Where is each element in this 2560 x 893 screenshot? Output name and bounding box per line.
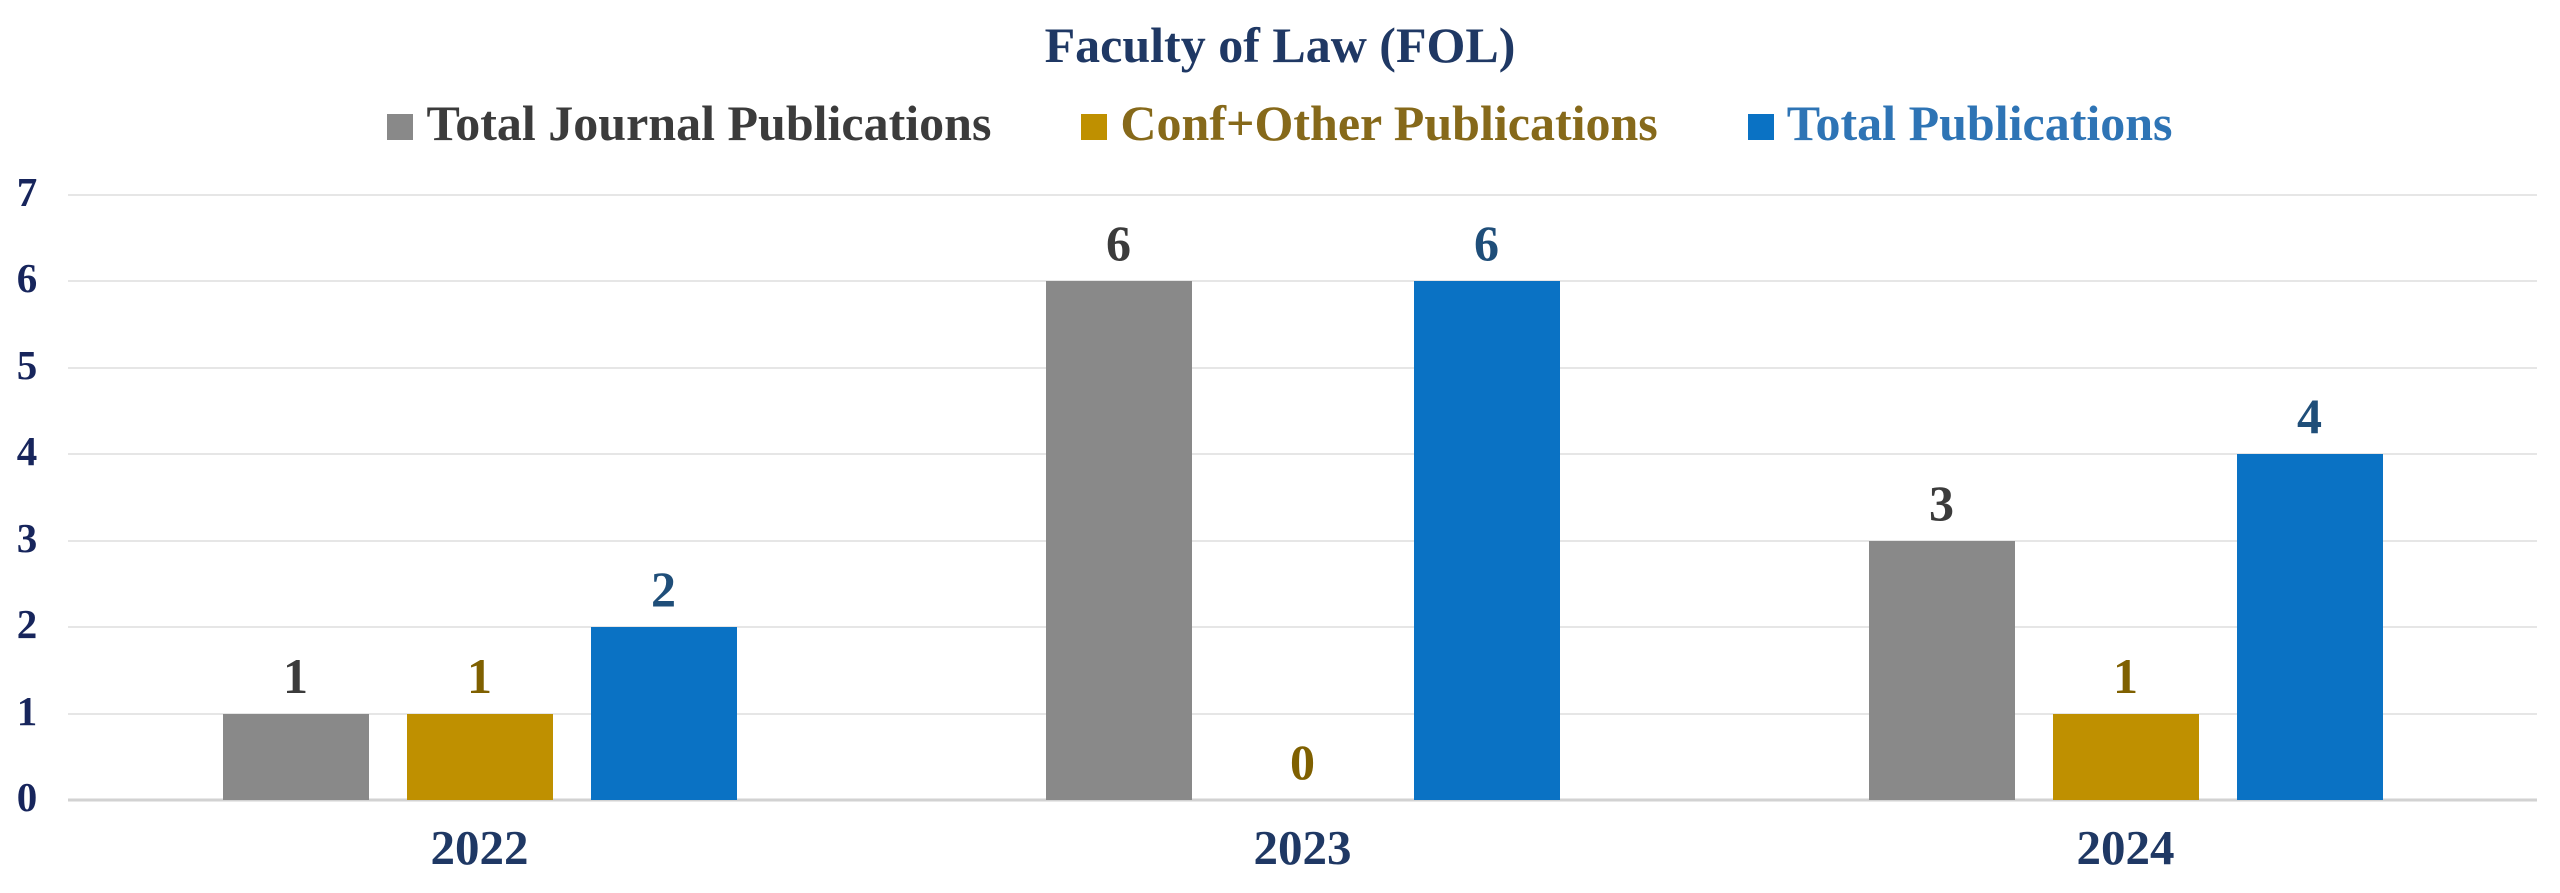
bar-value-label: 0 — [1290, 734, 1315, 790]
y-tick-label-7: 7 — [16, 169, 38, 215]
x-axis-label-2023: 2023 — [1253, 820, 1352, 875]
gridline-4 — [68, 453, 2537, 456]
legend-item-total-journal-publications: Total Journal Publications — [387, 98, 991, 148]
bar-rect-icon — [2052, 713, 2199, 800]
gridline-0 — [68, 798, 2537, 802]
bar-rect-icon — [2236, 454, 2383, 800]
bar-group-2023: 6 0 6 — [891, 195, 1714, 800]
bar-rect-icon — [222, 713, 369, 800]
gridline-3 — [68, 539, 2537, 542]
bar-total-journal-publications-2023: 6 — [1045, 218, 1192, 800]
bar-total-journal-publications-2022: 1 — [222, 651, 369, 800]
bar-conf-other-publications-2022: 1 — [406, 651, 553, 800]
y-tick-label-4: 4 — [16, 428, 38, 475]
x-axis-labels: 2022 2023 2024 — [68, 823, 2537, 872]
bar-value-label: 1 — [283, 647, 308, 704]
bar-total-publications-2023: 6 — [1413, 218, 1560, 800]
gridline-6 — [68, 280, 2537, 283]
chart-title: Faculty of Law (FOL) — [1044, 17, 1516, 73]
legend-label-total-publications: Total Publications — [1786, 95, 2173, 151]
y-axis-labels: 0 1 2 3 4 5 6 7 — [0, 0, 54, 893]
bar-value-label: 1 — [467, 647, 492, 704]
legend-label-conf-other-publications: Conf+Other Publications — [1120, 95, 1658, 151]
bar-total-publications-2024: 4 — [2236, 391, 2383, 800]
x-axis-label-2024: 2024 — [2076, 820, 2175, 875]
gridline-1 — [68, 712, 2537, 715]
bar-value-label: 2 — [651, 561, 676, 618]
bar-rect-icon — [1045, 281, 1192, 800]
y-tick-label-1: 1 — [16, 687, 38, 734]
bar-conf-other-publications-2024: 1 — [2052, 651, 2199, 800]
y-tick-label-6: 6 — [16, 255, 38, 302]
legend-swatch-gold-icon — [1081, 114, 1108, 140]
gridline-5 — [68, 366, 2537, 369]
legend-swatch-gray-icon — [387, 114, 414, 140]
y-tick-label-0: 0 — [16, 774, 38, 820]
legend: Total Journal Publications Conf+Other Pu… — [0, 98, 2560, 148]
bar-rect-icon — [406, 713, 553, 800]
gridlines — [68, 194, 2537, 802]
bar-rect-icon — [1868, 540, 2015, 800]
legend-label-total-journal-publications: Total Journal Publications — [426, 95, 992, 151]
y-tick-label-3: 3 — [16, 514, 38, 561]
gridline-7 — [68, 194, 2537, 196]
bar-value-label: 1 — [2113, 647, 2138, 704]
bar-value-label: 3 — [1929, 474, 1954, 531]
bar-total-publications-2022: 2 — [590, 564, 737, 800]
y-tick-label-2: 2 — [16, 601, 38, 648]
legend-item-conf-other-publications: Conf+Other Publications — [1081, 95, 1658, 151]
bar-rect-icon — [1413, 281, 1560, 800]
gridline-2 — [68, 626, 2537, 629]
bar-total-journal-publications-2024: 3 — [1868, 478, 2015, 800]
bar-value-label: 6 — [1474, 215, 1499, 272]
bar-value-label: 4 — [2297, 388, 2322, 445]
legend-item-total-publications: Total Publications — [1747, 95, 2173, 151]
x-axis-label-2022: 2022 — [430, 820, 529, 875]
bar-value-label: 6 — [1106, 215, 1131, 272]
bar-rect-icon — [590, 627, 737, 800]
y-tick-label-5: 5 — [16, 341, 38, 388]
legend-swatch-blue-icon — [1747, 114, 1774, 140]
